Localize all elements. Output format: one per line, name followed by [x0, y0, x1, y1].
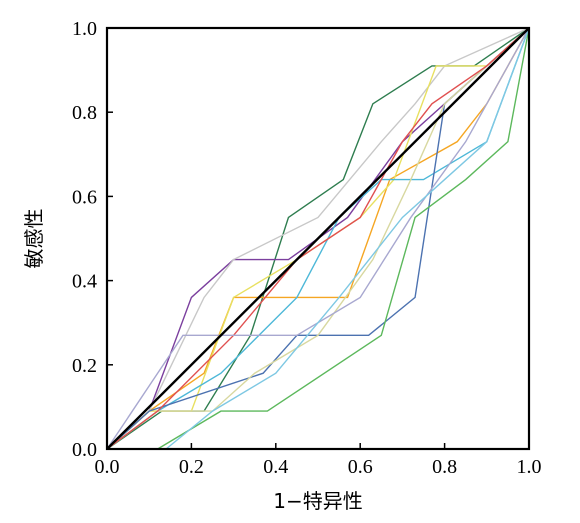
- y-tick-label: 1.0: [72, 18, 97, 40]
- y-axis-title: 敏感性: [22, 209, 46, 269]
- y-tick-label: 0.4: [72, 271, 97, 293]
- x-tick-label: 0.6: [348, 456, 373, 478]
- y-tick-label: 0.6: [72, 186, 97, 208]
- roc-curve-10: [106, 27, 530, 450]
- x-axis-title: 1−特异性: [273, 489, 362, 513]
- y-tick-label: 0.2: [72, 355, 97, 377]
- roc-curve-12: [165, 27, 530, 450]
- x-tick-label: 0.8: [432, 456, 457, 478]
- plot-frame: [105, 26, 531, 451]
- roc-curve-11: [157, 27, 530, 450]
- x-tick-label: 0.0: [95, 456, 120, 478]
- roc-curve-9: [106, 27, 530, 450]
- x-tick-label: 1.0: [517, 456, 542, 478]
- reference-diagonal-line: [106, 27, 530, 450]
- series-layer: [106, 27, 530, 450]
- y-tick-label: 0.0: [72, 439, 97, 461]
- y-tick-label: 0.8: [72, 102, 97, 124]
- roc-curve-4: [106, 27, 530, 450]
- x-axis-ticks: 0.0 0.2 0.4 0.6 0.8 1.0: [95, 443, 542, 478]
- roc-curve-8: [106, 27, 530, 450]
- x-tick-label: 0.2: [179, 456, 204, 478]
- y-axis-ticks: 0.0 0.2 0.4 0.6 0.8 1.0: [72, 18, 113, 461]
- x-tick-label: 0.4: [263, 456, 288, 478]
- roc-curve-2: [106, 27, 530, 450]
